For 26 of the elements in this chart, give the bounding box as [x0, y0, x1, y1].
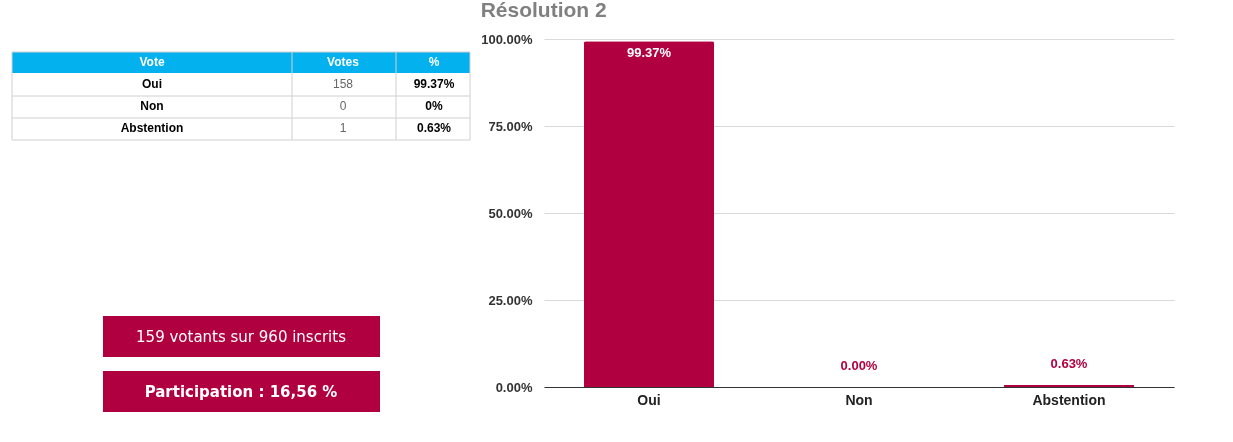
text: 1: [339, 121, 347, 135]
chart-title: Résolution 2: [480, 0, 607, 21]
text: 0: [339, 99, 347, 113]
text: 159 votants sur 960 inscrits: [136, 328, 347, 346]
x-tick-label: Abstention: [1032, 391, 1106, 408]
y-tick-label: 0.00%: [495, 379, 533, 395]
text: Votes: [327, 55, 360, 69]
text: Participation : 16,56 %: [144, 383, 338, 401]
text: %: [428, 55, 440, 69]
y-tick-label: 100.00%: [481, 31, 533, 47]
data-label: 0.63%: [1050, 355, 1088, 371]
y-tick-label: 75.00%: [488, 118, 533, 134]
data-label: 99.37%: [626, 45, 672, 61]
y-tick-label: 25.00%: [488, 292, 533, 308]
x-tick-label: Non: [845, 391, 873, 408]
text: Vote: [139, 55, 165, 69]
text: 99.37%: [413, 77, 455, 91]
x-tick-label: Oui: [637, 391, 661, 408]
text: 0%: [425, 99, 443, 113]
text: Non: [140, 99, 164, 113]
text: 0.63%: [416, 121, 452, 135]
y-tick-label: 50.00%: [488, 205, 533, 221]
text: Abstention: [120, 121, 184, 135]
text: Oui: [142, 77, 162, 91]
text: 158: [332, 77, 354, 91]
data-label: 0.00%: [840, 358, 878, 373]
